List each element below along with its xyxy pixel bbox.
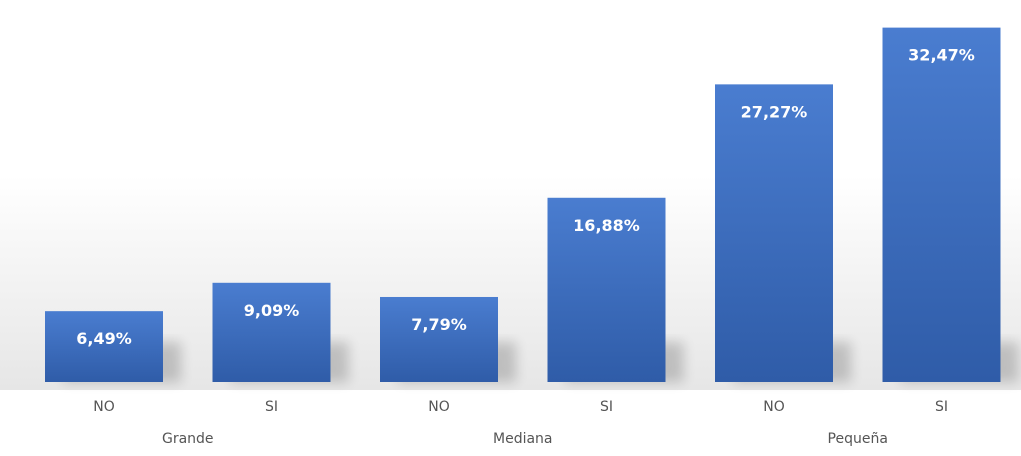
bar-mediana-no xyxy=(380,296,498,382)
chart-background xyxy=(0,0,1021,390)
group-labels: Grande Mediana Pequeña xyxy=(162,431,888,447)
data-label: 6,49% xyxy=(76,329,132,348)
bar-grande-si xyxy=(212,282,331,382)
category-tick-label: SI xyxy=(935,399,948,415)
bar-pequeña-si xyxy=(882,27,1001,383)
category-tick-label: NO xyxy=(428,399,450,415)
bar-grande-no xyxy=(45,311,163,382)
group-label: Pequeña xyxy=(828,431,888,447)
data-label: 16,88% xyxy=(573,216,640,235)
data-label: 7,79% xyxy=(411,315,467,334)
bars xyxy=(45,27,1001,383)
category-tick-label: SI xyxy=(265,399,278,415)
category-tick-labels: NO SI NO SI NO SI xyxy=(93,399,948,415)
category-tick-label: NO xyxy=(763,399,785,415)
bar-pequeña-no xyxy=(715,84,833,382)
data-label: 9,09% xyxy=(244,301,300,320)
group-label: Mediana xyxy=(493,431,553,447)
data-label: 32,47% xyxy=(908,46,975,65)
group-label: Grande xyxy=(162,431,214,447)
data-labels: 6,49% 9,09% 7,79% 16,88% 27,27% 32,47% xyxy=(76,46,975,349)
category-tick-label: NO xyxy=(93,399,115,415)
bar-mediana-si xyxy=(547,197,666,382)
data-label: 27,27% xyxy=(741,102,808,121)
category-tick-label: SI xyxy=(600,399,613,415)
